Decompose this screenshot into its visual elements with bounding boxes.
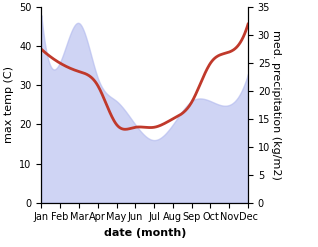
Y-axis label: max temp (C): max temp (C) xyxy=(4,66,14,144)
X-axis label: date (month): date (month) xyxy=(103,228,186,238)
Y-axis label: med. precipitation (kg/m2): med. precipitation (kg/m2) xyxy=(271,30,281,180)
